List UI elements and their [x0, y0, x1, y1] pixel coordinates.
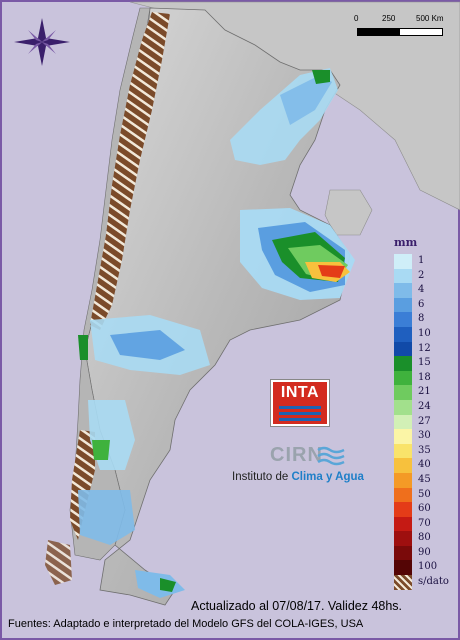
legend-swatch — [394, 487, 412, 503]
legend-label: 60 — [418, 503, 431, 515]
cirn-logo-text: CIRN — [270, 444, 323, 466]
legend-label: 100 — [418, 561, 438, 573]
legend-swatch — [394, 472, 412, 488]
legend-row: 8 — [394, 312, 460, 327]
compass-rose-icon — [14, 18, 70, 66]
legend-unit: mm — [394, 236, 418, 249]
legend-swatch — [394, 254, 412, 269]
water-waves-icon — [317, 446, 345, 466]
legend-row: 80 — [394, 531, 460, 546]
legend-row: 30 — [394, 429, 460, 444]
precip-central — [240, 208, 355, 300]
inta-logo-text: INTA — [280, 384, 320, 401]
legend-swatch — [394, 502, 412, 517]
legend-swatch — [394, 545, 412, 561]
legend-label: 90 — [418, 546, 431, 558]
legend-swatch — [394, 283, 412, 298]
inta-logo-stripe — [279, 412, 321, 415]
inta-logo-stripe — [279, 418, 321, 421]
legend-label: 21 — [418, 386, 431, 398]
legend-row: 24 — [394, 399, 460, 415]
legend-swatch — [394, 268, 412, 284]
legend-label: 1 — [418, 255, 425, 266]
legend-label: 18 — [418, 371, 431, 383]
legend-label: 2 — [418, 269, 425, 281]
legend-row-nodata: s/dato — [394, 575, 460, 590]
scale-bar-graphic — [357, 28, 443, 36]
precip-north-east — [230, 68, 338, 165]
legend-row: 12 — [394, 341, 460, 357]
scale-bar: 0 250 500 Km — [354, 14, 454, 44]
legend-row: 21 — [394, 385, 460, 400]
legend-row: 60 — [394, 502, 460, 517]
institute-highlight: Clima y Agua — [291, 471, 364, 483]
legend-row: 10 — [394, 326, 460, 342]
legend-row: 100 — [394, 560, 460, 576]
legend-label: 70 — [418, 517, 431, 529]
legend-label-nodata: s/dato — [418, 576, 449, 588]
legend-row: 35 — [394, 443, 460, 459]
legend-swatch — [394, 516, 412, 532]
legend-label: 10 — [418, 327, 431, 339]
legend-swatch — [394, 429, 412, 444]
scale-tick-0: 0 — [354, 14, 359, 23]
legend-label: 27 — [418, 415, 431, 427]
source-note: Fuentes: Adaptado e interpretado del Mod… — [8, 618, 364, 630]
legend-swatch — [394, 356, 412, 371]
legend-swatch — [394, 297, 412, 313]
legend-row: 40 — [394, 458, 460, 473]
uruguay — [324, 189, 373, 236]
legend-row: 2 — [394, 268, 460, 284]
patagonia-nodata-1 — [70, 430, 95, 540]
legend-label: 15 — [418, 357, 431, 369]
scale-tick-250: 250 — [382, 14, 396, 23]
legend-label: 30 — [418, 430, 431, 442]
legend-row: 1 — [394, 254, 460, 269]
legend-swatch — [394, 399, 412, 415]
patagonia-nodata-2 — [45, 540, 72, 585]
legend-label: 80 — [418, 532, 431, 544]
legend-rows: 1 2 4 6 8 10 12 15 18 21 24 27 30 35 40 45 50 60 70 80 90 100… — [394, 254, 460, 590]
legend-label: 4 — [418, 284, 425, 296]
scale-tick-500: 500 Km — [416, 14, 444, 23]
legend-swatch — [394, 414, 412, 430]
institute-name: Instituto de Clima y Agua — [232, 471, 364, 483]
legend-row: 15 — [394, 356, 460, 371]
legend-swatch — [394, 385, 412, 400]
precip-patagonia — [78, 400, 185, 598]
legend-swatch — [394, 560, 412, 576]
precip-west-central — [78, 315, 210, 375]
legend-row: 70 — [394, 516, 460, 532]
legend-swatch — [394, 458, 412, 473]
legend-label: 40 — [418, 459, 431, 471]
andes-nodata — [90, 12, 170, 330]
legend-swatch — [394, 531, 412, 546]
legend-label: 24 — [418, 400, 431, 412]
legend-swatch-nodata — [394, 575, 412, 590]
legend-swatch — [394, 312, 412, 327]
legend-label: 12 — [418, 342, 431, 354]
legend-label: 6 — [418, 298, 425, 310]
legend-swatch — [394, 443, 412, 459]
legend-row: 50 — [394, 487, 460, 503]
inta-logo-stripe — [279, 406, 321, 409]
inta-logo: INTA — [271, 380, 329, 426]
legend-row: 6 — [394, 297, 460, 313]
legend-swatch — [394, 370, 412, 386]
legend-label: 8 — [418, 313, 425, 325]
legend-label: 50 — [418, 488, 431, 500]
legend-row: 90 — [394, 545, 460, 561]
legend-row: 4 — [394, 283, 460, 298]
update-note: Actualizado al 07/08/17. Validez 48hs. — [191, 599, 403, 613]
legend-swatch — [394, 341, 412, 357]
legend-swatch — [394, 326, 412, 342]
institute-prefix: Instituto de — [232, 471, 292, 483]
legend-label: 35 — [418, 444, 431, 456]
legend-row: 27 — [394, 414, 460, 430]
legend-row: 18 — [394, 370, 460, 386]
legend-row: 45 — [394, 472, 460, 488]
legend-label: 45 — [418, 473, 431, 485]
